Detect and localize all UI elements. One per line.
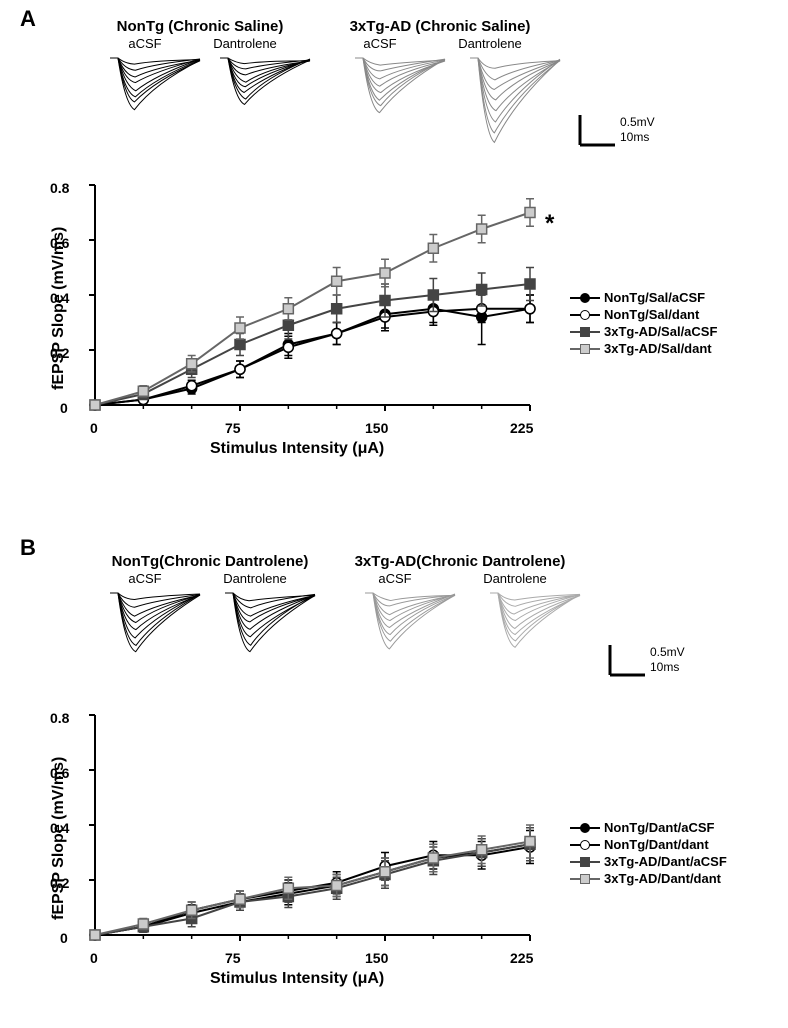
ytick-a-3: 0.6 bbox=[50, 235, 69, 251]
xtick-b-0: 0 bbox=[90, 950, 98, 966]
figure-container: A NonTg (Chronic Saline) 3xTg-AD (Chroni… bbox=[0, 0, 788, 1028]
panel-a-ylabel: fEPSP Slope (mV/ms) bbox=[50, 227, 68, 390]
legend-label: NonTg/Sal/dant bbox=[604, 307, 699, 322]
xtick-a-0: 0 bbox=[90, 420, 98, 436]
panel-b-scale-h: 10ms bbox=[650, 660, 679, 674]
xtick-a-2: 150 bbox=[365, 420, 388, 436]
legend-item: 3xTg-AD/Sal/aCSF bbox=[570, 324, 717, 339]
panel-b-group2-title: 3xTg-AD(Chronic Dantrolene) bbox=[340, 553, 580, 570]
xtick-b-1: 75 bbox=[225, 950, 241, 966]
legend-label: 3xTg-AD/Dant/aCSF bbox=[604, 854, 727, 869]
panel-a-scale-h: 10ms bbox=[620, 130, 649, 144]
legend-item: 3xTg-AD/Dant/aCSF bbox=[570, 854, 727, 869]
legend-item: NonTg/Sal/dant bbox=[570, 307, 717, 322]
ytick-a-4: 0.8 bbox=[50, 180, 69, 196]
panel-a-xlabel: Stimulus Intensity (μA) bbox=[210, 440, 384, 458]
panel-b-sub1: aCSF bbox=[110, 571, 180, 586]
legend-label: NonTg/Dant/aCSF bbox=[604, 820, 715, 835]
xtick-a-1: 75 bbox=[225, 420, 241, 436]
legend-label: NonTg/Dant/dant bbox=[604, 837, 709, 852]
panel-a-sub2: Dantrolene bbox=[200, 36, 290, 51]
panel-a-sub3: aCSF bbox=[345, 36, 415, 51]
panel-a-label: A bbox=[20, 6, 36, 32]
panel-b-ylabel: fEPSP Slope (mV/ms) bbox=[50, 757, 68, 920]
panel-b-sub4: Dantrolene bbox=[470, 571, 560, 586]
panel-a-star: * bbox=[545, 210, 554, 238]
ytick-b-4: 0.8 bbox=[50, 710, 69, 726]
legend-item: 3xTg-AD/Sal/dant bbox=[570, 341, 717, 356]
ytick-a-1: 0.2 bbox=[50, 345, 69, 361]
panel-b-legend: NonTg/Dant/aCSF NonTg/Dant/dant 3xTg-AD/Da… bbox=[570, 820, 727, 888]
ytick-a-2: 0.4 bbox=[50, 290, 69, 306]
legend-label: 3xTg-AD/Dant/dant bbox=[604, 871, 721, 886]
panel-a-sub1: aCSF bbox=[110, 36, 180, 51]
panel-b-traces bbox=[90, 585, 650, 685]
ytick-b-0: 0 bbox=[60, 930, 68, 946]
panel-a-legend: NonTg/Sal/aCSF NonTg/Sal/dant 3xTg-AD/Sal/… bbox=[570, 290, 717, 358]
panel-a-sub4: Dantrolene bbox=[445, 36, 535, 51]
panel-a-group1-title: NonTg (Chronic Saline) bbox=[100, 18, 300, 35]
panel-a-group2-title: 3xTg-AD (Chronic Saline) bbox=[330, 18, 550, 35]
xtick-b-3: 225 bbox=[510, 950, 533, 966]
legend-item: 3xTg-AD/Dant/dant bbox=[570, 871, 727, 886]
ytick-a-0: 0 bbox=[60, 400, 68, 416]
panel-b-sub3: aCSF bbox=[360, 571, 430, 586]
panel-a-traces bbox=[90, 50, 650, 150]
panel-a-chart bbox=[80, 170, 550, 430]
panel-b-label: B bbox=[20, 535, 36, 561]
ytick-b-1: 0.2 bbox=[50, 875, 69, 891]
panel-a-scale-v: 0.5mV bbox=[620, 115, 655, 129]
panel-b-group1-title: NonTg(Chronic Dantrolene) bbox=[100, 553, 320, 570]
legend-label: 3xTg-AD/Sal/dant bbox=[604, 341, 712, 356]
legend-item: NonTg/Dant/dant bbox=[570, 837, 727, 852]
ytick-b-3: 0.6 bbox=[50, 765, 69, 781]
panel-b-xlabel: Stimulus Intensity (μA) bbox=[210, 970, 384, 988]
legend-label: 3xTg-AD/Sal/aCSF bbox=[604, 324, 717, 339]
panel-b-chart bbox=[80, 700, 550, 960]
legend-label: NonTg/Sal/aCSF bbox=[604, 290, 705, 305]
legend-item: NonTg/Dant/aCSF bbox=[570, 820, 727, 835]
panel-b-scale-v: 0.5mV bbox=[650, 645, 685, 659]
ytick-b-2: 0.4 bbox=[50, 820, 69, 836]
xtick-b-2: 150 bbox=[365, 950, 388, 966]
legend-item: NonTg/Sal/aCSF bbox=[570, 290, 717, 305]
panel-b-sub2: Dantrolene bbox=[210, 571, 300, 586]
xtick-a-3: 225 bbox=[510, 420, 533, 436]
